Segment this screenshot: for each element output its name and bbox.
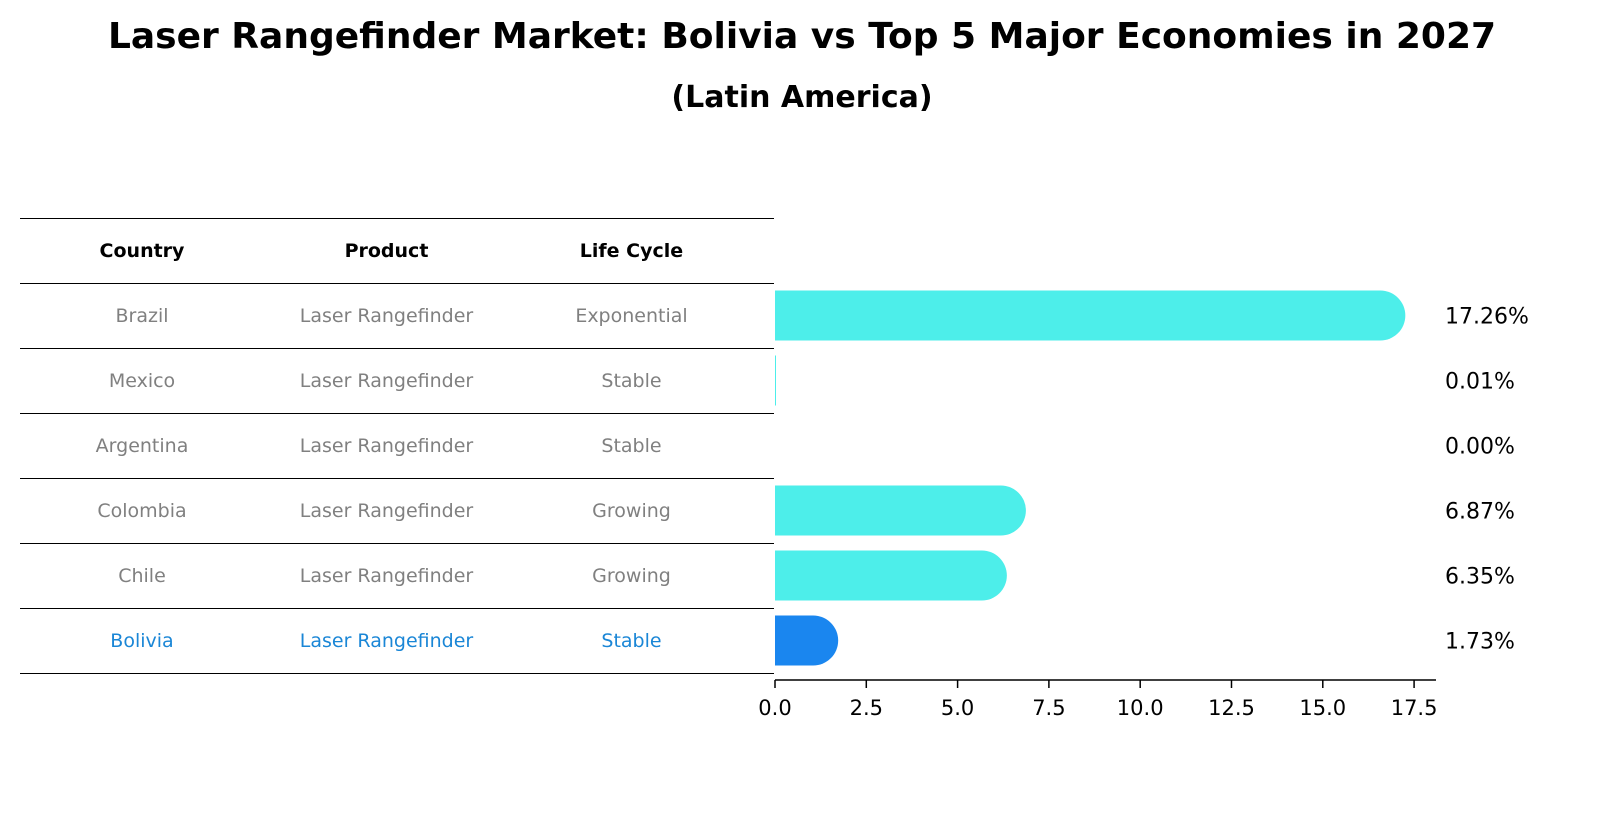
header-life-cycle: Life Cycle <box>579 240 684 262</box>
x-tick-label: 17.5 <box>1391 696 1438 720</box>
x-tick-label: 15.0 <box>1299 696 1346 720</box>
value-label: 0.00% <box>1445 435 1515 460</box>
x-tick-label: 12.5 <box>1208 696 1255 720</box>
country-cell: Chile <box>118 565 166 587</box>
product-cell: Laser Rangefinder <box>299 500 474 522</box>
country-cell: Bolivia <box>110 630 174 652</box>
life-cycle-cell: Stable <box>601 370 662 392</box>
country-cell: Mexico <box>108 370 176 392</box>
market-table: Country Product Life Cycle Brazil Laser … <box>20 218 774 674</box>
product-cell: Laser Rangefinder <box>299 630 474 652</box>
product-cell: Laser Rangefinder <box>299 370 474 392</box>
table-row: Argentina Laser Rangefinder Stable <box>20 413 774 478</box>
bar <box>775 355 776 406</box>
table-row: Mexico Laser Rangefinder Stable <box>20 348 774 413</box>
table-row-highlighted: Bolivia Laser Rangefinder Stable <box>20 608 774 674</box>
life-cycle-cell: Stable <box>601 435 662 457</box>
value-label: 6.35% <box>1445 565 1515 590</box>
bar <box>775 290 1406 341</box>
bar <box>775 615 839 666</box>
country-cell: Argentina <box>95 435 189 457</box>
x-tick-label: 2.5 <box>850 696 883 720</box>
table-row: Brazil Laser Rangefinder Exponential <box>20 283 774 348</box>
header-country: Country <box>99 240 185 262</box>
x-tick-label: 5.0 <box>941 696 974 720</box>
life-cycle-cell: Exponential <box>575 305 688 327</box>
value-label: 17.26% <box>1445 305 1529 330</box>
life-cycle-cell: Stable <box>601 630 662 652</box>
product-cell: Laser Rangefinder <box>299 565 474 587</box>
product-cell: Laser Rangefinder <box>299 305 474 327</box>
table-row: Colombia Laser Rangefinder Growing <box>20 478 774 543</box>
value-label: 6.87% <box>1445 500 1515 525</box>
life-cycle-cell: Growing <box>592 565 671 587</box>
table-header-row: Country Product Life Cycle <box>20 218 774 283</box>
bar <box>775 550 1007 601</box>
life-cycle-cell: Growing <box>592 500 671 522</box>
chart-subtitle: (Latin America) <box>671 80 933 115</box>
header-product: Product <box>344 240 429 262</box>
value-label: 1.73% <box>1445 630 1515 655</box>
x-tick-label: 10.0 <box>1117 696 1164 720</box>
chart-title: Laser Rangefinder Market: Bolivia vs Top… <box>107 16 1497 57</box>
country-cell: Brazil <box>115 305 169 327</box>
bar <box>775 485 1026 536</box>
product-cell: Laser Rangefinder <box>299 435 474 457</box>
country-cell: Colombia <box>97 500 187 522</box>
x-tick-label: 0.0 <box>758 696 791 720</box>
value-label: 0.01% <box>1445 370 1515 395</box>
table-row: Chile Laser Rangefinder Growing <box>20 543 774 608</box>
x-tick-label: 7.5 <box>1032 696 1065 720</box>
